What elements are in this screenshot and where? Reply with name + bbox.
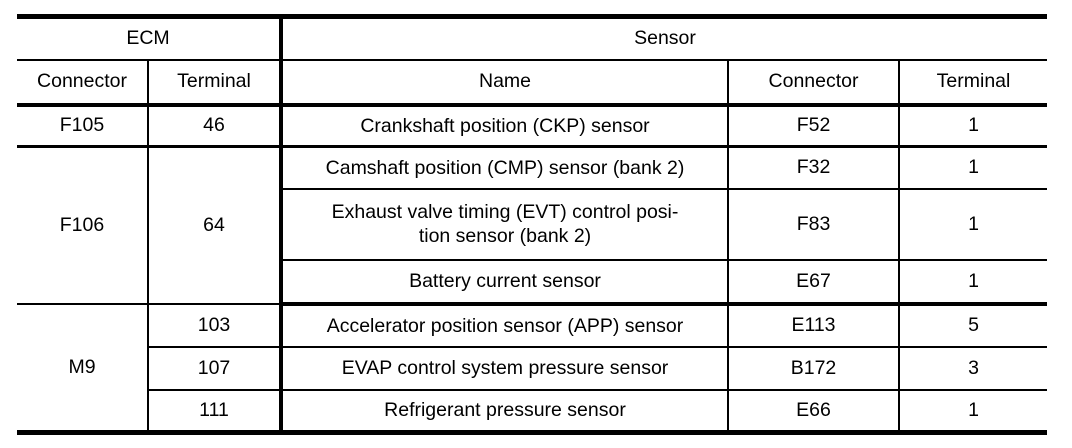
sensor-connector-cell: F83 (728, 188, 900, 261)
table-row: 107 EVAP control system pressure sensor … (17, 346, 1047, 391)
table-row: F105 46 Crankshaft position (CKP) sensor… (17, 104, 1047, 148)
header-sensor-connector: Connector (728, 59, 900, 107)
sensor-name-cell: Exhaust valve timing (EVT) control posi-… (281, 188, 729, 261)
sensor-terminal-cell: 1 (899, 389, 1047, 434)
sensor-name-cell: Battery current sensor (281, 259, 729, 306)
sensor-connector-cell: F32 (728, 146, 900, 190)
ecm-terminal-cell: 103 (148, 303, 283, 348)
table-row: Battery current sensor E67 1 (17, 259, 1047, 306)
table-row: M9 103 Accelerator position sensor (APP)… (17, 303, 1047, 434)
sensor-terminal-cell: 3 (899, 346, 1047, 391)
ecm-connector-cell: F106 (17, 146, 149, 305)
header-sensor-terminal: Terminal (899, 59, 1047, 107)
sensor-name-cell: Camshaft position (CMP) sensor (bank 2) (281, 146, 729, 190)
sensor-connector-cell: E113 (728, 303, 900, 348)
header-ecm: ECM (17, 16, 283, 61)
header-sensor: Sensor (281, 16, 1047, 61)
sensor-name-cell: Crankshaft position (CKP) sensor (281, 104, 729, 148)
table-header-group-row: ECM Sensor (17, 16, 1047, 61)
header-ecm-connector: Connector (17, 59, 149, 107)
sensor-terminal-cell: 1 (899, 104, 1047, 148)
sensor-name-cell: Refrigerant pressure sensor (281, 389, 729, 434)
ecm-terminal-cell: 64 (148, 146, 283, 305)
sensor-terminal-cell: 5 (899, 303, 1047, 348)
ecm-connector-cell: M9 (17, 303, 149, 434)
table-row: F106 64 Camshaft position (CMP) sensor (… (17, 146, 1047, 305)
sensor-connector-cell: E66 (728, 389, 900, 434)
ecm-terminal-cell: 111 (148, 389, 283, 434)
sensor-connector-cell: E67 (728, 259, 900, 306)
sensor-terminal-cell: 1 (899, 188, 1047, 261)
sensor-terminal-cell: 1 (899, 259, 1047, 306)
header-name: Name (281, 59, 729, 107)
ecm-connector-cell: F105 (17, 104, 149, 148)
table-header-row: Connector Terminal Name Connector Termin… (17, 59, 1047, 107)
header-ecm-terminal: Terminal (148, 59, 283, 107)
sensor-connector-cell: B172 (728, 346, 900, 391)
ecm-terminal-cell: 46 (148, 104, 283, 148)
ecm-terminal-cell: 107 (148, 346, 283, 391)
ecm-sensor-connector-table: ECM Sensor Connector Terminal Name Conne… (17, 14, 1047, 435)
sensor-connector-cell: F52 (728, 104, 900, 148)
sensor-terminal-cell: 1 (899, 146, 1047, 190)
sensor-name-cell: Accelerator position sensor (APP) sensor (281, 303, 729, 348)
table-row: Exhaust valve timing (EVT) control posi-… (17, 188, 1047, 261)
sensor-name-cell: EVAP control system pressure sensor (281, 346, 729, 391)
table-row: 111 Refrigerant pressure sensor E66 1 (17, 389, 1047, 434)
